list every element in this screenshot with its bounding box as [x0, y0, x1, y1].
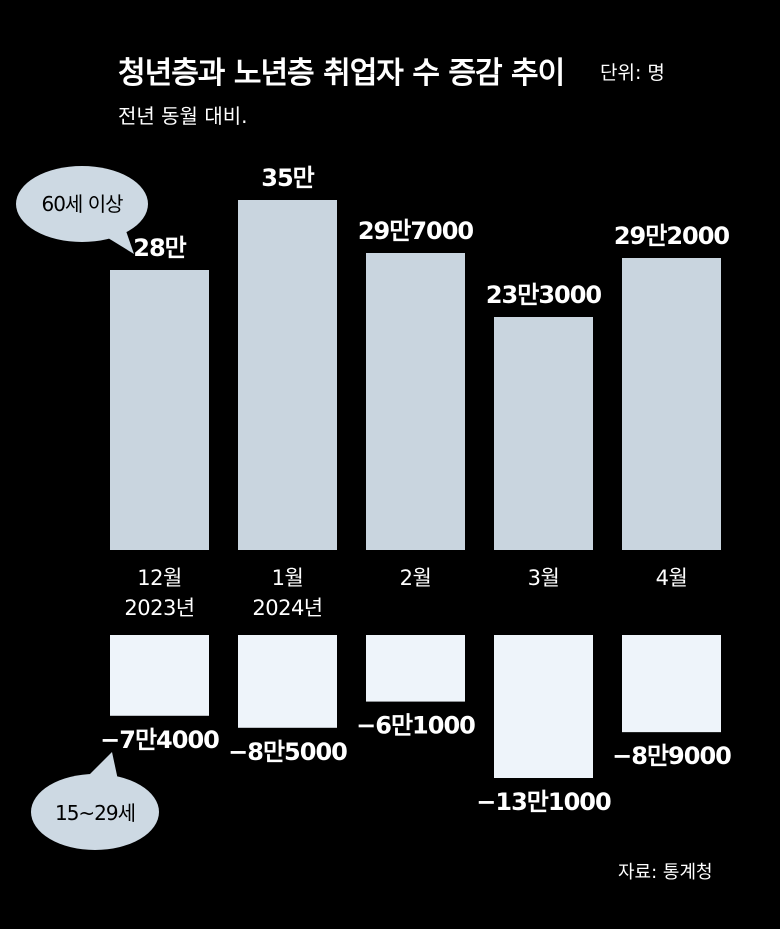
- category-label: 2월: [400, 566, 432, 590]
- category-label: 1월: [272, 566, 304, 590]
- senior-legend-pointer: [95, 228, 134, 254]
- youth-legend-label: 15~29세: [55, 801, 135, 825]
- chart-title: 청년층과 노년층 취업자 수 증감 추이: [118, 56, 565, 91]
- senior-bar: [366, 253, 465, 550]
- senior-value-label: 29만7000: [358, 217, 474, 245]
- category-label: 4월: [656, 566, 688, 590]
- youth-bar: [494, 635, 593, 778]
- senior-value-label: 28만: [133, 234, 186, 262]
- youth-bar: [622, 635, 721, 733]
- senior-bar: [494, 317, 593, 550]
- youth-legend-bubble: [31, 774, 159, 850]
- youth-value-label: −8만9000: [612, 742, 731, 770]
- category-label: 12월: [137, 566, 182, 590]
- senior-value-label: 35만: [261, 164, 314, 192]
- category-label: 3월: [528, 566, 560, 590]
- senior-value-label: 29만2000: [614, 222, 730, 250]
- category-label: 2024년: [252, 596, 322, 620]
- chart-subtitle: 전년 동월 대비.: [118, 104, 248, 128]
- source-label: 자료: 통계청: [618, 862, 713, 883]
- youth-bar: [238, 635, 337, 728]
- senior-bar: [238, 200, 337, 550]
- category-label: 2023년: [124, 596, 194, 620]
- senior-bar: [110, 270, 209, 550]
- youth-bar: [110, 635, 209, 716]
- youth-value-label: −13만1000: [476, 788, 611, 816]
- youth-value-label: −6만1000: [356, 712, 475, 740]
- senior-bar: [622, 258, 721, 550]
- youth-bar: [366, 635, 465, 702]
- unit-label: 단위: 명: [600, 62, 665, 84]
- youth-value-label: −8만5000: [228, 738, 347, 766]
- youth-legend-pointer: [88, 752, 118, 780]
- senior-legend-label: 60세 이상: [41, 192, 123, 216]
- youth-value-label: −7만4000: [100, 726, 219, 754]
- senior-legend-bubble: [16, 166, 148, 242]
- senior-value-label: 23만3000: [486, 281, 602, 309]
